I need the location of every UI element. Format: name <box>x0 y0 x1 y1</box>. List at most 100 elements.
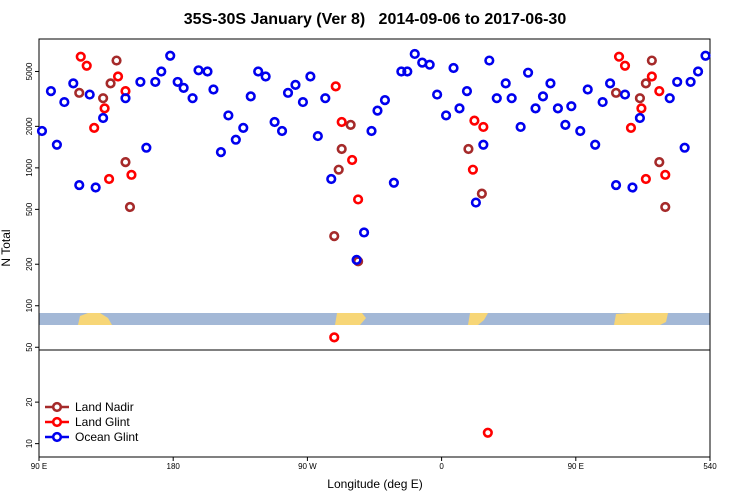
point <box>575 125 586 137</box>
point <box>379 95 391 106</box>
point <box>98 93 109 104</box>
point <box>627 182 638 193</box>
point <box>484 55 495 66</box>
point <box>522 67 534 78</box>
point <box>105 78 116 89</box>
point <box>560 119 571 130</box>
point <box>692 66 704 77</box>
point <box>84 89 95 100</box>
legend-label: Land Glint <box>75 415 130 429</box>
point <box>478 121 489 133</box>
point <box>253 66 264 77</box>
point <box>352 194 364 205</box>
point <box>372 105 383 116</box>
point <box>566 101 577 112</box>
point <box>467 164 479 175</box>
point <box>619 60 631 71</box>
legend-symbol <box>51 431 63 443</box>
point <box>476 188 487 199</box>
point <box>345 119 356 130</box>
legend-symbol <box>51 416 63 428</box>
plot-frame <box>38 38 711 458</box>
point <box>312 130 323 142</box>
point <box>545 78 556 89</box>
point <box>135 76 146 88</box>
point <box>654 157 665 168</box>
point <box>329 230 340 242</box>
x-tick-label: 540 <box>703 462 717 471</box>
y-tick-label: 1000 <box>25 158 34 176</box>
point <box>396 66 407 77</box>
y-tick-label: 200 <box>25 257 34 271</box>
y-tick-label: 500 <box>25 202 34 216</box>
legend-label: Land Nadir <box>75 400 134 414</box>
series <box>74 55 671 267</box>
point <box>305 71 316 82</box>
point <box>245 91 256 102</box>
point <box>223 110 234 121</box>
land <box>468 313 488 325</box>
point <box>613 51 625 62</box>
point <box>126 169 137 180</box>
point <box>81 60 92 71</box>
point <box>582 84 593 95</box>
point <box>604 78 616 89</box>
point <box>610 87 622 98</box>
legend-symbol <box>51 401 63 413</box>
point <box>660 169 671 180</box>
point <box>36 125 48 137</box>
map-strip <box>39 313 710 325</box>
point <box>636 103 647 114</box>
point <box>333 164 344 175</box>
point <box>150 76 161 88</box>
point <box>260 71 271 82</box>
point <box>424 59 435 70</box>
point <box>491 93 502 104</box>
point <box>610 179 622 191</box>
point <box>679 142 690 153</box>
point <box>454 103 465 114</box>
point <box>347 154 358 166</box>
point <box>112 71 124 82</box>
point <box>238 122 249 133</box>
x-tick-label: 0 <box>439 462 444 471</box>
y-tick-label: 2000 <box>25 117 34 135</box>
point <box>388 177 399 188</box>
point <box>351 254 362 266</box>
point <box>336 116 347 128</box>
point <box>358 227 370 238</box>
point <box>187 93 198 104</box>
point <box>59 96 70 108</box>
point <box>193 65 204 76</box>
y-tick-label: 5000 <box>25 62 34 80</box>
point <box>366 125 377 137</box>
point <box>640 173 651 185</box>
point <box>634 93 646 104</box>
point <box>440 110 452 121</box>
y-tick-label: 10 <box>25 439 34 448</box>
point <box>282 87 294 98</box>
point <box>672 76 683 88</box>
point <box>625 122 637 133</box>
point <box>297 96 309 108</box>
point <box>89 122 100 133</box>
point <box>120 93 131 104</box>
ocean-band <box>39 313 710 325</box>
y-tick-label: 20 <box>25 397 34 406</box>
x-tick-label: 90 W <box>298 462 317 471</box>
series <box>36 48 711 266</box>
point <box>448 62 459 74</box>
point <box>336 143 347 155</box>
point <box>619 89 631 100</box>
land <box>78 313 112 325</box>
y-axis-label: N Total <box>0 229 13 266</box>
point <box>654 86 665 97</box>
point <box>99 103 110 114</box>
point <box>68 78 79 89</box>
point <box>329 332 340 343</box>
point <box>402 66 413 77</box>
point <box>590 139 601 150</box>
point <box>45 86 57 97</box>
point <box>156 66 167 77</box>
